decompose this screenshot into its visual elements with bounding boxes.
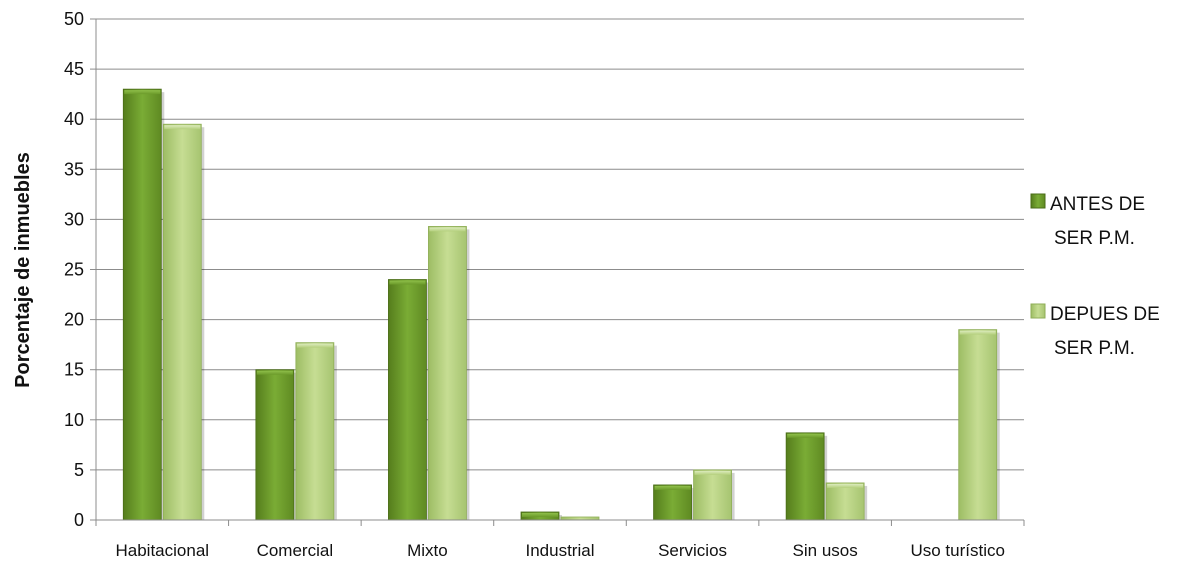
- bar: [694, 470, 732, 520]
- legend-swatch: [1031, 304, 1045, 318]
- bar-top-cap: [429, 227, 465, 231]
- legend-swatch: [1031, 194, 1045, 208]
- legend-item-series-1: ANTES DE SER P.M.: [1031, 194, 1145, 249]
- bar-mixto-series-1: [388, 280, 429, 520]
- legend-label: DEPUES DE: [1050, 304, 1160, 325]
- x-tick-label: Servicios: [658, 541, 727, 560]
- legend-label: ANTES DE: [1050, 194, 1145, 215]
- bar-top-cap: [960, 331, 996, 335]
- bar-sin-usos-series-2: [826, 483, 867, 520]
- legend: ANTES DE SER P.M. DEPUES DE SER P.M.: [1031, 194, 1160, 359]
- x-tick-label: Mixto: [407, 541, 448, 560]
- bar-comercial-series-2: [296, 343, 337, 520]
- x-axis: Habitacional Comercial Mixto Industrial Serv…: [96, 520, 1024, 560]
- bars: [123, 89, 999, 520]
- y-tick-label: 10: [64, 410, 84, 430]
- bar: [296, 343, 334, 520]
- x-tick-label: Sin usos: [793, 541, 858, 560]
- bar: [786, 433, 824, 520]
- bar-top-cap: [827, 484, 863, 488]
- bar-sin-usos-series-1: [786, 433, 827, 520]
- legend-item-series-2: DEPUES DE SER P.M.: [1031, 304, 1160, 359]
- y-axis: 0 5 10 15 20 25 30 35 40 45 50: [64, 9, 96, 530]
- y-tick-label: 25: [64, 260, 84, 280]
- y-tick-label: 35: [64, 159, 84, 179]
- y-tick-label: 50: [64, 9, 84, 29]
- y-tick-label: 0: [74, 510, 84, 530]
- bar-top-cap: [695, 471, 731, 475]
- y-tick-label: 20: [64, 310, 84, 330]
- x-tick-label: Industrial: [526, 541, 595, 560]
- bar: [428, 226, 466, 520]
- bar: [388, 280, 426, 520]
- bar-top-cap: [297, 344, 333, 348]
- bar: [163, 124, 201, 520]
- gridlines: [96, 19, 1024, 470]
- bar-top-cap: [257, 371, 293, 375]
- bar: [826, 483, 864, 520]
- x-tick-label: Habitacional: [116, 541, 210, 560]
- bar-top-cap: [522, 513, 558, 517]
- bar-top-cap: [389, 281, 425, 285]
- bar-industrial-series-1: [521, 512, 562, 520]
- x-tick-label: Comercial: [257, 541, 334, 560]
- y-tick-label: 45: [64, 59, 84, 79]
- bar-top-cap: [164, 125, 200, 129]
- bar-mixto-series-2: [428, 226, 469, 520]
- y-tick-label: 15: [64, 360, 84, 380]
- bar-top-cap: [124, 90, 160, 94]
- bar: [959, 330, 997, 520]
- bar-servicios-series-1: [654, 485, 695, 520]
- y-tick-label: 30: [64, 209, 84, 229]
- y-axis-label: Porcentaje de inmuebles: [12, 152, 34, 388]
- bar-habitacional-series-1: [123, 89, 164, 520]
- x-tick-label: Uso turístico: [910, 541, 1004, 560]
- bar: [654, 485, 692, 520]
- bar-servicios-series-2: [694, 470, 735, 520]
- bar-comercial-series-1: [256, 370, 297, 520]
- bar: [256, 370, 294, 520]
- y-tick-label: 5: [74, 460, 84, 480]
- bar-habitacional-series-2: [163, 124, 204, 520]
- legend-label: SER P.M.: [1054, 228, 1135, 249]
- bar: [123, 89, 161, 520]
- y-tick-label: 40: [64, 109, 84, 129]
- bar-uso-turístico-series-2: [959, 330, 1000, 520]
- legend-label: SER P.M.: [1054, 338, 1135, 359]
- bar-top-cap: [787, 434, 823, 438]
- bar-top-cap: [655, 486, 691, 490]
